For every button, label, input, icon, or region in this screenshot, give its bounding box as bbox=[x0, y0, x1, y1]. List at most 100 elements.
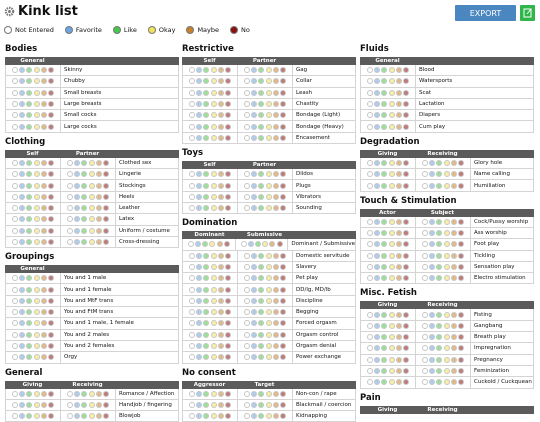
choice-circle[interactable] bbox=[19, 78, 26, 85]
choice-circle[interactable] bbox=[189, 134, 196, 141]
choice-circle[interactable] bbox=[279, 171, 286, 178]
choice-circle[interactable] bbox=[196, 134, 203, 141]
choice-circle[interactable] bbox=[265, 123, 272, 130]
choice-circle[interactable] bbox=[429, 252, 436, 259]
choice-circle[interactable] bbox=[40, 413, 47, 420]
choice-circle[interactable] bbox=[189, 297, 196, 304]
choice-circle[interactable] bbox=[429, 182, 436, 189]
choice-circle[interactable] bbox=[203, 252, 210, 259]
choice-circle[interactable] bbox=[19, 320, 26, 327]
choice-circle[interactable] bbox=[251, 320, 258, 327]
choice-circle[interactable] bbox=[210, 193, 217, 200]
choice-circle[interactable] bbox=[258, 390, 265, 397]
choice-circle[interactable] bbox=[374, 241, 381, 248]
choice-circle[interactable] bbox=[67, 182, 74, 189]
choice-circle[interactable] bbox=[224, 343, 231, 350]
choice-circle[interactable] bbox=[74, 171, 81, 178]
choice-circle[interactable] bbox=[374, 218, 381, 225]
choice-circle[interactable] bbox=[210, 320, 217, 327]
choice-circle[interactable] bbox=[436, 275, 443, 282]
choice-circle[interactable] bbox=[265, 309, 272, 316]
choice-circle[interactable] bbox=[189, 252, 196, 259]
choice-circle[interactable] bbox=[395, 159, 402, 166]
choice-circle[interactable] bbox=[189, 193, 196, 200]
choice-circle[interactable] bbox=[95, 216, 102, 223]
choice-circle[interactable] bbox=[217, 182, 224, 189]
choice-circle[interactable] bbox=[88, 171, 95, 178]
choice-circle[interactable] bbox=[436, 171, 443, 178]
choice-circle[interactable] bbox=[12, 286, 19, 293]
choice-circle[interactable] bbox=[210, 123, 217, 130]
choice-circle[interactable] bbox=[402, 322, 409, 329]
choice-circle[interactable] bbox=[40, 286, 47, 293]
choice-circle[interactable] bbox=[102, 239, 109, 245]
choice-circle[interactable] bbox=[12, 239, 19, 245]
choice-circle[interactable] bbox=[272, 67, 279, 74]
choice-circle[interactable] bbox=[367, 182, 374, 189]
choice-circle[interactable] bbox=[33, 159, 40, 166]
choice-circle[interactable] bbox=[258, 78, 265, 85]
choice-circle[interactable] bbox=[12, 216, 19, 223]
choice-circle[interactable] bbox=[422, 356, 429, 363]
choice-circle[interactable] bbox=[74, 193, 81, 200]
choice-circle[interactable] bbox=[19, 193, 26, 200]
choice-circle[interactable] bbox=[81, 413, 88, 420]
choice-circle[interactable] bbox=[210, 286, 217, 293]
export-button[interactable]: EXPORT bbox=[455, 5, 516, 21]
choice-circle[interactable] bbox=[26, 343, 33, 350]
choice-circle[interactable] bbox=[26, 78, 33, 85]
choice-circle[interactable] bbox=[457, 356, 464, 363]
choice-circle[interactable] bbox=[395, 264, 402, 270]
choice-circle[interactable] bbox=[251, 413, 258, 420]
choice-circle[interactable] bbox=[374, 67, 381, 74]
choice-circle[interactable] bbox=[210, 413, 217, 420]
choice-circle[interactable] bbox=[40, 309, 47, 316]
edit-button[interactable] bbox=[520, 5, 535, 21]
choice-circle[interactable] bbox=[33, 239, 40, 245]
choice-circle[interactable] bbox=[374, 311, 381, 318]
choice-circle[interactable] bbox=[244, 78, 251, 85]
choice-circle[interactable] bbox=[40, 205, 47, 212]
choice-circle[interactable] bbox=[19, 413, 26, 420]
choice-circle[interactable] bbox=[210, 297, 217, 304]
choice-circle[interactable] bbox=[374, 101, 381, 108]
choice-circle[interactable] bbox=[422, 311, 429, 318]
choice-circle[interactable] bbox=[402, 171, 409, 178]
choice-circle[interactable] bbox=[258, 89, 265, 96]
choice-circle[interactable] bbox=[258, 205, 265, 212]
choice-circle[interactable] bbox=[272, 309, 279, 316]
choice-circle[interactable] bbox=[19, 286, 26, 293]
choice-circle[interactable] bbox=[258, 286, 265, 293]
choice-circle[interactable] bbox=[272, 182, 279, 189]
choice-circle[interactable] bbox=[402, 345, 409, 352]
choice-circle[interactable] bbox=[422, 230, 429, 237]
choice-circle[interactable] bbox=[265, 275, 272, 282]
choice-circle[interactable] bbox=[40, 227, 47, 234]
choice-circle[interactable] bbox=[12, 227, 19, 234]
choice-circle[interactable] bbox=[265, 182, 272, 189]
choice-circle[interactable] bbox=[19, 89, 26, 96]
choice-circle[interactable] bbox=[33, 101, 40, 108]
choice-circle[interactable] bbox=[26, 182, 33, 189]
choice-circle[interactable] bbox=[196, 171, 203, 178]
choice-circle[interactable] bbox=[457, 275, 464, 282]
choice-circle[interactable] bbox=[436, 322, 443, 329]
choice-circle[interactable] bbox=[217, 264, 224, 270]
choice-circle[interactable] bbox=[251, 182, 258, 189]
choice-circle[interactable] bbox=[224, 78, 231, 85]
choice-circle[interactable] bbox=[450, 275, 457, 282]
choice-circle[interactable] bbox=[210, 205, 217, 212]
choice-circle[interactable] bbox=[367, 241, 374, 248]
choice-circle[interactable] bbox=[12, 343, 19, 350]
choice-circle[interactable] bbox=[217, 297, 224, 304]
choice-circle[interactable] bbox=[12, 275, 19, 282]
choice-circle[interactable] bbox=[374, 112, 381, 119]
choice-circle[interactable] bbox=[203, 171, 210, 178]
choice-circle[interactable] bbox=[402, 230, 409, 237]
choice-circle[interactable] bbox=[272, 252, 279, 259]
choice-circle[interactable] bbox=[12, 101, 19, 108]
choice-circle[interactable] bbox=[279, 309, 286, 316]
choice-circle[interactable] bbox=[395, 345, 402, 352]
choice-circle[interactable] bbox=[388, 230, 395, 237]
choice-circle[interactable] bbox=[381, 241, 388, 248]
